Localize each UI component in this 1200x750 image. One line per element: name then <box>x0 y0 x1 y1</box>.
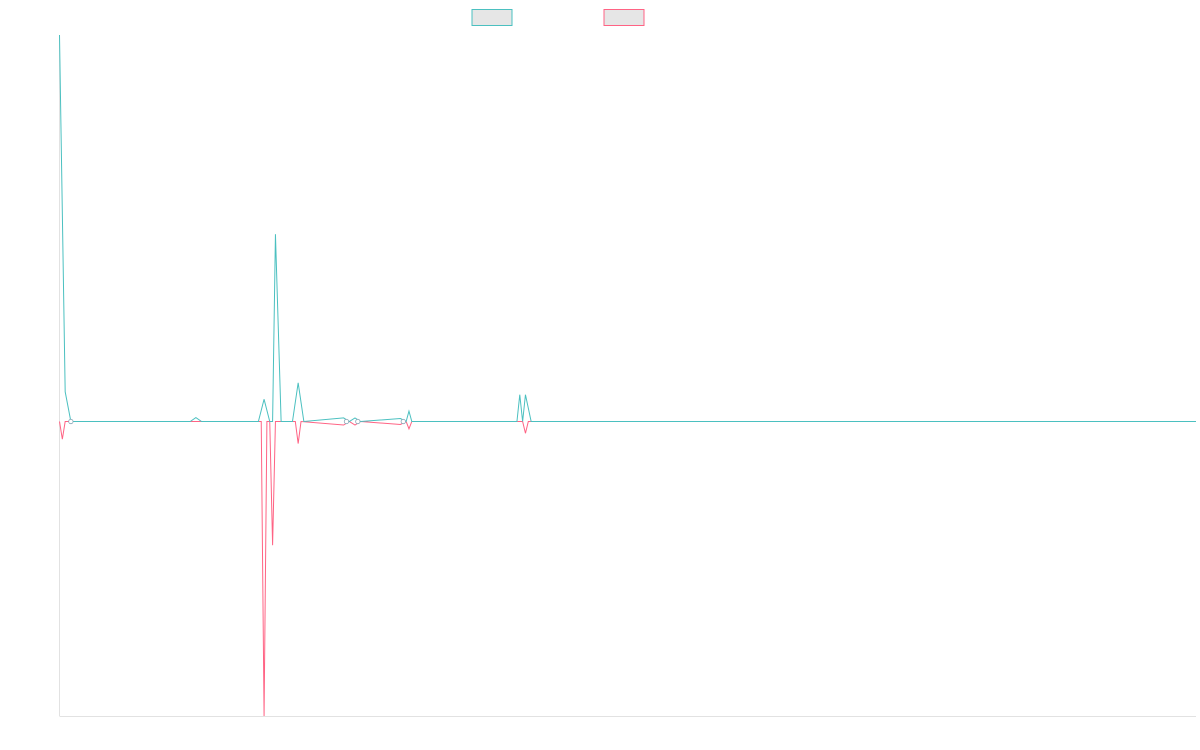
legend-swatch-1[interactable] <box>471 9 513 26</box>
axes <box>59 35 1196 717</box>
legend-swatch-2[interactable] <box>603 9 645 26</box>
data-point-marker <box>68 418 74 425</box>
series-layer <box>59 34 1196 717</box>
data-point-marker <box>343 418 350 425</box>
data-point-marker <box>355 418 361 425</box>
series-line-2 <box>59 420 1196 717</box>
legend <box>471 9 645 26</box>
data-point-marker <box>400 418 406 425</box>
series-line-1 <box>59 34 1196 423</box>
